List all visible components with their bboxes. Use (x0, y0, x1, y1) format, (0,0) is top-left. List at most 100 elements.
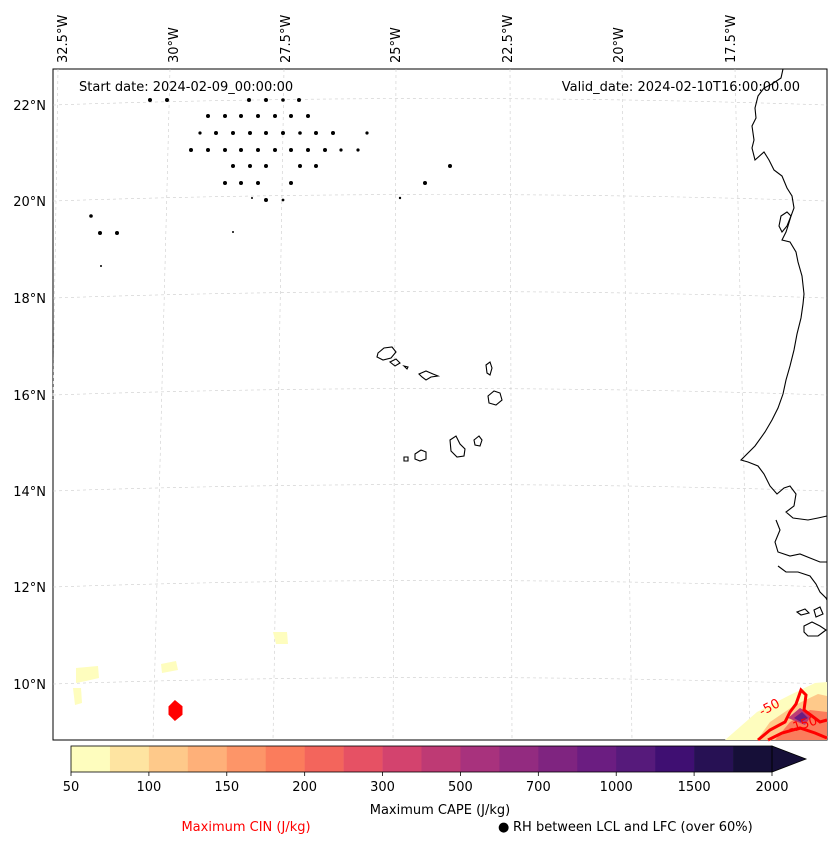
island-boa-vista (487, 390, 503, 406)
lat-label-12: 12°N (13, 581, 46, 596)
coastline-gambia (774, 519, 827, 563)
colorbar-tick-label: 1000 (600, 780, 633, 795)
gridline-lat-16 (52, 388, 828, 396)
gridline-lon-17-5 (734, 68, 751, 741)
gridlines (52, 68, 828, 741)
colorbar-cell (382, 746, 422, 772)
colorbar-tick-label: 150 (214, 780, 239, 795)
coastline-cap-vert (778, 211, 792, 233)
colorbar-cell (304, 746, 344, 772)
cin-legend-label: Maximum CIN (J/kg) (181, 820, 310, 835)
colorbar-cell (421, 746, 461, 772)
colorbar-tick-label: 700 (526, 780, 551, 795)
cape-verde-islands (376, 346, 503, 462)
colorbar-title: Maximum CAPE (J/kg) (370, 803, 510, 818)
gridline-lat-12 (52, 580, 828, 588)
cape-patch-3 (161, 661, 178, 673)
lat-label-10: 10°N (13, 678, 46, 693)
lat-label-14: 14°N (13, 485, 46, 500)
lat-label-20: 20°N (13, 195, 46, 210)
rh-legend-marker: ● (498, 820, 509, 835)
gridline-lat-22 (52, 98, 828, 106)
gridline-lon-25 (392, 68, 397, 741)
gridline-lon-32-5 (52, 68, 59, 401)
island-sao-vicente (388, 358, 401, 367)
colorbar-tick-label: 100 (136, 780, 161, 795)
colorbar-extend-arrow (771, 745, 808, 773)
coastline-bijagos-1 (795, 608, 811, 616)
colorbar-tick-label: 500 (448, 780, 473, 795)
africa-coastline (739, 68, 828, 637)
gridline-lon-30 (152, 68, 171, 741)
coastline-bijagos-3 (803, 621, 827, 637)
colorbar-tick-label: 50 (63, 780, 80, 795)
colorbar-cell (187, 746, 228, 772)
cape-patch-2 (73, 688, 82, 705)
colorbar-cell (655, 746, 695, 772)
cin-contour-3 (767, 726, 828, 742)
longitude-labels: 32.5°W 30°W 27.5°W 25°W 22.5°W 20°W 17.5… (56, 15, 739, 63)
colorbar-cell (71, 746, 111, 772)
colorbar-cell (265, 746, 305, 772)
colorbar-cell (733, 746, 773, 772)
colorbar-outline (70, 745, 773, 773)
colorbar-cell (109, 746, 150, 772)
rh-legend-label: RH between LCL and LFC (over 60%) (513, 820, 753, 835)
colorbar-cell (577, 746, 617, 772)
colorbar-cell (538, 746, 578, 772)
island-santa-luzia (402, 364, 409, 370)
coastline-main (739, 68, 828, 521)
coastline-guinea-bissau (777, 565, 828, 601)
lon-label-32-5: 32.5°W (56, 15, 71, 63)
gridline-lon-20 (621, 68, 633, 741)
colorbar-cell (343, 746, 383, 772)
colorbar-cell (499, 746, 539, 772)
island-santiago (449, 435, 466, 458)
latitude-labels: 22°N 20°N 18°N 16°N 14°N 12°N 10°N (13, 99, 46, 693)
valid-date-label: Valid_date: 2024-02-10T16:00:00.00 (562, 80, 800, 95)
cape-patch-4 (273, 632, 288, 644)
island-santo-antao (376, 346, 397, 361)
colorbar-tick-label: 1500 (678, 780, 711, 795)
gridline-lon-27-5 (272, 68, 285, 741)
gridline-lat-14 (52, 484, 828, 492)
gridline-lat-18 (52, 291, 828, 299)
cape-purple-patch (794, 712, 808, 722)
lon-label-17-5: 17.5°W (724, 15, 739, 63)
lon-label-30: 30°W (167, 27, 182, 63)
colorbar-tick-label: 300 (370, 780, 395, 795)
island-fogo (414, 449, 427, 462)
colorbar-cell (148, 746, 189, 772)
cin-contours (168, 687, 828, 742)
colorbar-ticks: 50 100 150 200 300 500 700 1000 1500 2000 (63, 772, 789, 795)
coastline-bijagos-2 (813, 606, 824, 618)
island-maio (473, 435, 483, 447)
lon-label-25: 25°W (389, 27, 404, 63)
gridline-lat-10 (52, 677, 828, 685)
lat-label-18: 18°N (13, 292, 46, 307)
lat-label-22: 22°N (13, 99, 46, 114)
colorbar (71, 746, 773, 772)
colorbar-tick-label: 200 (292, 780, 317, 795)
lat-label-16: 16°N (13, 389, 46, 404)
lon-label-22-5: 22.5°W (501, 15, 516, 63)
lon-label-27-5: 27.5°W (279, 15, 294, 63)
colorbar-cell (226, 746, 267, 772)
island-brava (403, 456, 409, 462)
cin-contour-1 (168, 699, 183, 722)
island-sal (485, 361, 493, 376)
cin-contour-2 (757, 687, 828, 742)
gridline-lat-20 (52, 194, 828, 202)
start-date-label: Start date: 2024-02-09_00:00:00 (79, 80, 293, 95)
colorbar-cell (460, 746, 500, 772)
gridline-lon-22-5 (509, 68, 513, 741)
colorbar-tick-label: 2000 (755, 780, 788, 795)
colorbar-cell (616, 746, 656, 772)
island-sao-nicolau (418, 370, 441, 381)
lon-label-20: 20°W (612, 27, 627, 63)
map-frame (52, 68, 828, 741)
colorbar-cell (694, 746, 734, 772)
cape-patch-1 (76, 666, 99, 683)
rh-markers (89, 98, 452, 267)
